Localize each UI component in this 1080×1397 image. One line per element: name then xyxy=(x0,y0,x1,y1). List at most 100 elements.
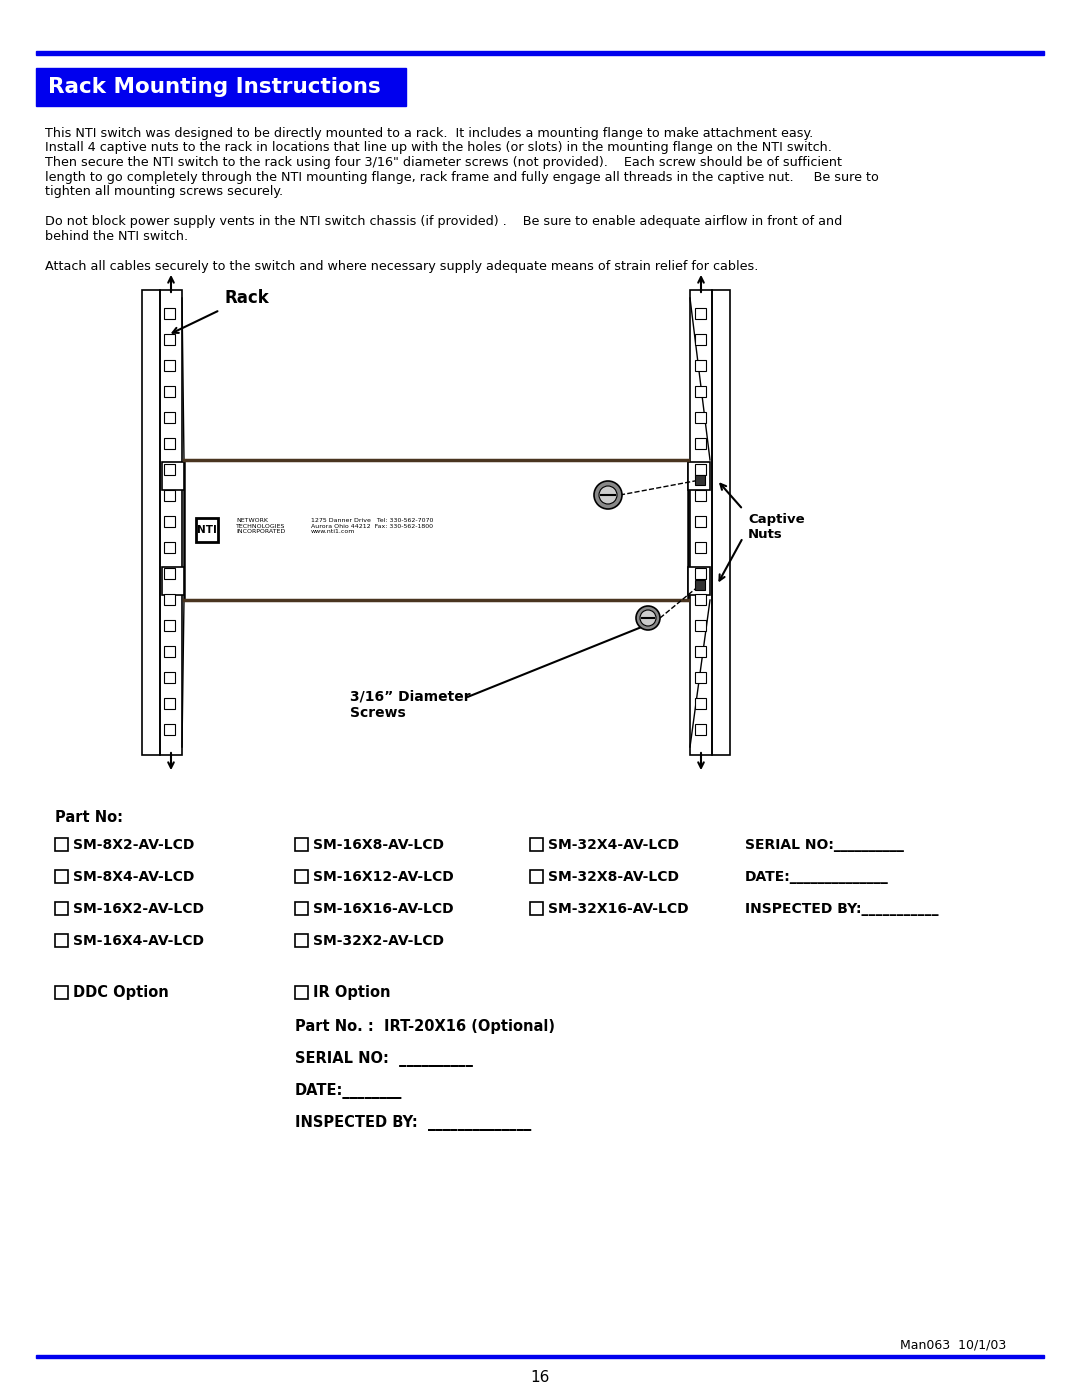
Text: SM-8X4-AV-LCD: SM-8X4-AV-LCD xyxy=(73,870,194,884)
Text: This NTI switch was designed to be directly mounted to a rack.  It includes a mo: This NTI switch was designed to be direc… xyxy=(45,127,813,140)
Bar xyxy=(55,986,68,999)
Bar xyxy=(696,386,706,397)
Bar xyxy=(164,698,175,710)
Bar xyxy=(164,334,175,345)
Text: SM-32X16-AV-LCD: SM-32X16-AV-LCD xyxy=(548,902,689,916)
Text: SM-16X2-AV-LCD: SM-16X2-AV-LCD xyxy=(73,902,204,916)
Bar xyxy=(295,935,308,947)
Bar xyxy=(530,902,543,915)
Bar xyxy=(164,464,175,475)
Text: DATE:________: DATE:________ xyxy=(295,1083,403,1099)
Bar xyxy=(696,475,705,485)
Text: Captive
Nuts: Captive Nuts xyxy=(748,514,805,542)
Bar xyxy=(696,698,706,710)
Bar xyxy=(696,724,706,735)
Text: SM-8X2-AV-LCD: SM-8X2-AV-LCD xyxy=(73,838,194,852)
Text: NTI: NTI xyxy=(197,525,217,535)
Text: Rack Mounting Instructions: Rack Mounting Instructions xyxy=(48,77,381,96)
Bar xyxy=(530,838,543,851)
Bar xyxy=(36,52,1044,54)
Bar xyxy=(696,645,706,657)
Text: tighten all mounting screws securely.: tighten all mounting screws securely. xyxy=(45,184,283,198)
Text: Part No. :  IRT-20X16 (Optional): Part No. : IRT-20X16 (Optional) xyxy=(295,1020,555,1035)
Bar xyxy=(688,462,710,490)
Text: SM-16X8-AV-LCD: SM-16X8-AV-LCD xyxy=(313,838,444,852)
Bar xyxy=(164,724,175,735)
Bar xyxy=(164,307,175,319)
Text: SERIAL NO:__________: SERIAL NO:__________ xyxy=(745,838,904,852)
Bar xyxy=(696,569,706,578)
Text: Rack: Rack xyxy=(225,289,270,307)
Bar xyxy=(696,439,706,448)
Bar xyxy=(36,1355,1044,1358)
Text: Man063  10/1/03: Man063 10/1/03 xyxy=(900,1338,1007,1351)
Bar xyxy=(55,870,68,883)
Bar xyxy=(696,620,706,631)
Text: SM-16X16-AV-LCD: SM-16X16-AV-LCD xyxy=(313,902,454,916)
Bar xyxy=(696,580,705,590)
Bar xyxy=(164,672,175,683)
Text: 3/16” Diameter
Screws: 3/16” Diameter Screws xyxy=(350,690,471,721)
Text: DATE:______________: DATE:______________ xyxy=(745,870,889,884)
Text: behind the NTI switch.: behind the NTI switch. xyxy=(45,229,188,243)
Circle shape xyxy=(640,610,656,626)
Bar xyxy=(55,838,68,851)
Text: SM-16X4-AV-LCD: SM-16X4-AV-LCD xyxy=(73,935,204,949)
Bar xyxy=(164,569,175,578)
Text: SM-32X2-AV-LCD: SM-32X2-AV-LCD xyxy=(313,935,444,949)
Bar xyxy=(164,620,175,631)
Text: SERIAL NO:  __________: SERIAL NO: __________ xyxy=(295,1051,473,1067)
Bar xyxy=(164,594,175,605)
Bar xyxy=(162,567,184,595)
Bar xyxy=(696,360,706,372)
Bar xyxy=(696,490,706,502)
Bar xyxy=(696,412,706,423)
Bar xyxy=(164,412,175,423)
Text: IR Option: IR Option xyxy=(313,985,391,1000)
Bar xyxy=(696,464,706,475)
Bar xyxy=(36,68,406,106)
Bar xyxy=(195,518,218,542)
Bar xyxy=(696,672,706,683)
Text: Part No:: Part No: xyxy=(55,810,123,826)
Circle shape xyxy=(599,486,617,504)
Bar xyxy=(696,594,706,605)
Bar xyxy=(295,902,308,915)
Text: SM-16X12-AV-LCD: SM-16X12-AV-LCD xyxy=(313,870,454,884)
Circle shape xyxy=(594,481,622,509)
Text: Install 4 captive nuts to the rack in locations that line up with the holes (or : Install 4 captive nuts to the rack in lo… xyxy=(45,141,832,155)
Bar xyxy=(712,291,730,754)
Bar xyxy=(160,291,183,754)
Bar xyxy=(295,870,308,883)
Bar xyxy=(295,838,308,851)
Bar xyxy=(295,986,308,999)
Circle shape xyxy=(636,606,660,630)
Bar xyxy=(141,291,160,754)
Bar xyxy=(530,870,543,883)
Bar xyxy=(55,935,68,947)
Bar xyxy=(164,542,175,553)
Bar xyxy=(688,567,710,595)
Bar xyxy=(696,542,706,553)
Bar xyxy=(696,334,706,345)
Bar xyxy=(184,460,688,599)
Text: Attach all cables securely to the switch and where necessary supply adequate mea: Attach all cables securely to the switch… xyxy=(45,260,758,272)
Bar xyxy=(164,645,175,657)
Text: DDC Option: DDC Option xyxy=(73,985,168,1000)
Bar xyxy=(696,515,706,527)
Bar xyxy=(690,291,712,754)
Text: NETWORK
TECHNOLOGIES
INCORPORATED: NETWORK TECHNOLOGIES INCORPORATED xyxy=(237,518,285,534)
Bar xyxy=(164,439,175,448)
Bar xyxy=(162,462,184,490)
Bar xyxy=(696,307,706,319)
Bar xyxy=(164,515,175,527)
Text: INSPECTED BY:  ______________: INSPECTED BY: ______________ xyxy=(295,1115,531,1132)
Text: 16: 16 xyxy=(530,1370,550,1386)
Text: Do not block power supply vents in the NTI switch chassis (if provided) .    Be : Do not block power supply vents in the N… xyxy=(45,215,842,228)
Text: INSPECTED BY:___________: INSPECTED BY:___________ xyxy=(745,902,939,916)
Text: SM-32X4-AV-LCD: SM-32X4-AV-LCD xyxy=(548,838,679,852)
Bar xyxy=(55,902,68,915)
Text: 1275 Danner Drive   Tel: 330-562-7070
Aurora Ohio 44212  Fax: 330-562-1800
www.n: 1275 Danner Drive Tel: 330-562-7070 Auro… xyxy=(311,518,433,534)
Text: length to go completely through the NTI mounting flange, rack frame and fully en: length to go completely through the NTI … xyxy=(45,170,879,183)
Bar xyxy=(164,386,175,397)
